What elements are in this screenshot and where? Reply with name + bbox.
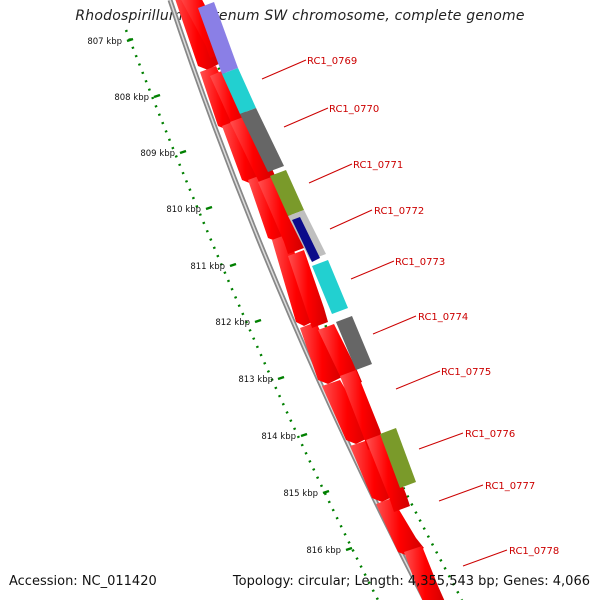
cds-arrow xyxy=(376,498,424,556)
gene-label: RC1_0777 xyxy=(485,481,535,492)
gene-label: RC1_0770 xyxy=(329,104,379,115)
tick-label: 808 kbp xyxy=(114,93,149,103)
cog-track xyxy=(198,2,416,488)
gene-label: RC1_0776 xyxy=(465,429,515,440)
cog-block xyxy=(198,2,238,74)
cog-block xyxy=(240,108,284,172)
gene-label: RC1_0769 xyxy=(307,56,357,67)
tick-label: 814 kbp xyxy=(261,432,296,442)
cds-arrow xyxy=(340,370,384,450)
tick-mark xyxy=(153,93,161,99)
cds-arrow xyxy=(258,176,304,254)
gene-label: RC1_0775 xyxy=(441,367,491,378)
gene-callout-line xyxy=(418,432,464,450)
tick-label: 816 kbp xyxy=(306,546,341,556)
tick-label: 812 kbp xyxy=(215,318,250,328)
gene-label: RC1_0771 xyxy=(353,160,403,171)
gene-label: RC1_0778 xyxy=(509,546,559,557)
cds-arrow xyxy=(322,380,372,444)
tick-label: 809 kbp xyxy=(140,149,175,159)
cog-block xyxy=(270,170,304,216)
cog-block xyxy=(312,260,348,314)
cog-block xyxy=(292,217,320,262)
tick-label: 815 kbp xyxy=(283,489,318,499)
tick-mark xyxy=(229,262,237,268)
gene-label: RC1_0772 xyxy=(374,206,424,217)
accession-label: Accession: NC_011420 xyxy=(9,574,157,589)
tick-mark xyxy=(322,489,330,495)
gene-callout-line xyxy=(462,549,508,567)
tick-mark xyxy=(205,205,213,211)
gene-callout-line xyxy=(372,315,417,335)
gene-callout-line xyxy=(308,163,353,184)
tick-mark xyxy=(179,149,187,155)
cog-block xyxy=(380,428,416,488)
cds-arrow xyxy=(366,434,410,512)
gene-label: RC1_0773 xyxy=(395,257,445,268)
gene-callout-line xyxy=(261,59,307,80)
tick-mark xyxy=(254,318,262,324)
cds-arrow xyxy=(288,250,328,328)
gene-callout-line xyxy=(438,484,484,502)
tick-mark xyxy=(277,375,285,381)
tick-label: 813 kbp xyxy=(238,375,273,385)
tick-label: 810 kbp xyxy=(166,205,201,215)
gene-callout-line xyxy=(395,370,441,390)
cds-arrow xyxy=(230,116,276,184)
tick-mark xyxy=(126,37,134,43)
gene-callout-line xyxy=(329,209,373,230)
tick-mark xyxy=(345,546,353,552)
cog-block xyxy=(336,316,372,370)
cds-arrow xyxy=(404,546,445,600)
tick-mark xyxy=(300,432,308,438)
cds-arrow xyxy=(300,322,344,384)
tick-label: 811 kbp xyxy=(190,262,225,272)
gene-callout-line xyxy=(350,260,395,280)
gene-label: RC1_0774 xyxy=(418,312,468,323)
tick-label: 807 kbp xyxy=(87,37,122,47)
cog-block xyxy=(222,68,256,114)
forward-cds-track xyxy=(181,0,445,600)
gene-callout-line xyxy=(283,107,329,128)
genome-summary: Topology: circular; Length: 4,355,543 bp… xyxy=(232,574,590,589)
